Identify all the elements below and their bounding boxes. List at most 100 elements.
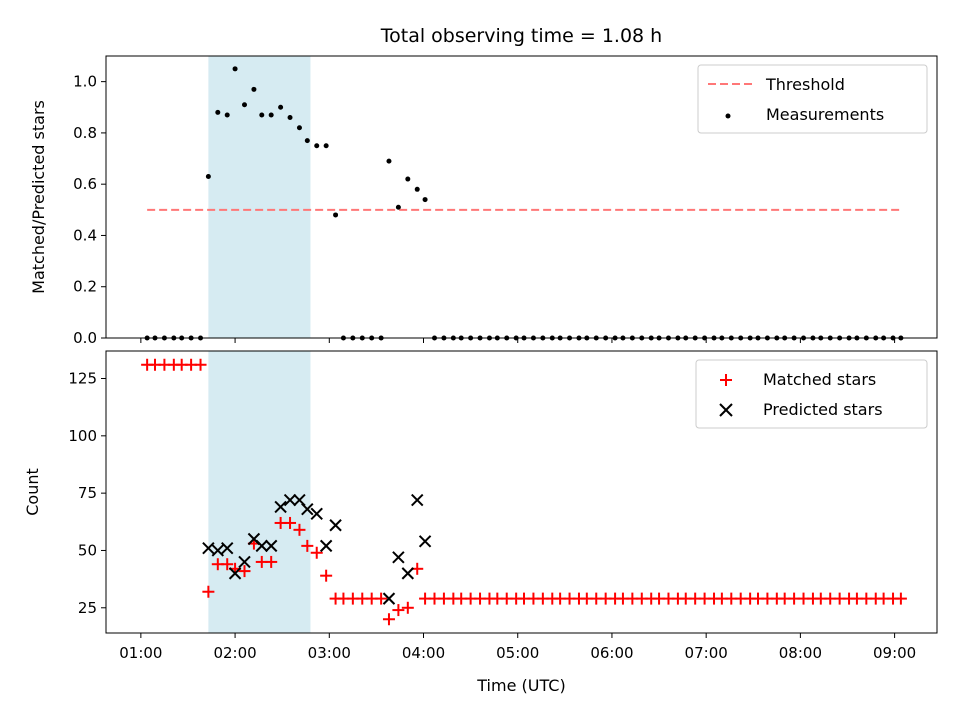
predicted-star-marker [301,502,314,516]
predicted-star-marker [221,541,234,555]
predicted-star-marker [392,551,405,564]
matched-star-marker [293,523,306,536]
top-x-ticks [140,338,896,343]
measurement-point [296,125,302,131]
top-y-tick-label: 1.0 [73,73,97,91]
predicted-star-marker [255,539,268,553]
bottom-y-tick-label: 100 [68,427,97,445]
predicted-star-marker [401,567,415,580]
measurement-points [144,66,904,341]
top-y-tick-label: 0.0 [73,329,97,347]
matched-star-marker [238,565,251,578]
predicted-star-marker [238,555,251,569]
predicted-star-marker [202,541,215,555]
bottom-x-tick-label: 02:00 [213,644,256,662]
measurement-point [287,115,293,121]
matched-star-marker [194,358,207,371]
matched-star-marker [894,592,907,605]
measurement-point [215,109,221,115]
matched-star-marker [320,569,333,582]
legend-matched-swatch [720,374,732,386]
bottom-legend: Matched stars Predicted stars [695,359,928,429]
bottom-x-tick-label: 06:00 [590,644,633,662]
matched-star-marker [401,601,414,614]
matched-star-marker [310,546,323,559]
bottom-x-tick-label: 05:00 [496,644,539,662]
predicted-star-marker [264,539,278,553]
bottom-x-tick-label: 03:00 [308,644,351,662]
top-y-axis-label: Matched/Predicted stars [29,100,48,294]
bottom-x-ticks: 01:00 02:00 03:00 04:00 05:00 06:00 07:00 08:00… [119,633,916,662]
matched-star-marker [392,604,405,617]
measurement-point [205,173,211,179]
matched-star-marker [265,555,278,568]
legend-measurement-swatch [725,113,731,119]
matched-star-marker [301,539,314,552]
top-y-ticks: 0.0 0.2 0.4 0.6 0.8 1.0 [73,73,106,347]
chart-title: Total observing time = 1.08 h [380,25,662,47]
legend-predicted-label: Predicted stars [763,400,883,419]
measurement-point [414,186,420,192]
predicted-star-marker [329,519,342,532]
top-y-tick-label: 0.8 [73,124,97,142]
matched-star-marker [284,516,297,529]
matched-star-marker [375,592,388,605]
top-shaded-interval [208,56,311,338]
bottom-x-tick-label: 07:00 [685,644,728,662]
bottom-panel: 25 50 75 100 125 01:00 02:00 03:00 04:00 05:00 06… [23,350,938,695]
matched-star-marker [221,558,234,571]
top-axes-frame [105,55,938,339]
bottom-y-axis-label: Count [23,468,42,516]
bottom-y-tick-label: 75 [78,484,97,502]
measurement-point [395,204,401,210]
bottom-y-ticks: 25 50 75 100 125 [68,370,106,617]
legend-threshold-label: Threshold [765,75,845,94]
bottom-shaded-interval [208,351,311,633]
matched-stars-points [141,358,907,626]
measurement-point [422,197,428,203]
bottom-y-tick-label: 50 [78,541,97,559]
predicted-star-marker [283,493,297,507]
matched-star-marker [202,585,215,598]
measurement-point [304,138,310,144]
bottom-x-tick-label: 04:00 [402,644,445,662]
legend-matched-label: Matched stars [763,370,876,389]
bottom-y-tick-label: 25 [78,599,97,617]
bottom-x-tick-label: 08:00 [779,644,822,662]
predicted-star-marker [211,544,225,557]
measurement-point [232,66,238,72]
measurement-point [242,102,247,108]
top-legend-box [697,64,928,134]
predicted-star-marker [418,535,432,548]
top-y-tick-label: 0.2 [73,278,97,296]
predicted-star-marker [274,500,287,514]
measurement-point [314,143,320,149]
bottom-axes-frame [105,350,938,634]
measurement-point [333,212,339,218]
bottom-legend-box [695,359,928,429]
legend-measurements-label: Measurements [766,105,884,124]
legend-predicted-swatch [719,403,733,417]
measurement-point [405,176,411,182]
predicted-stars-points [202,493,432,605]
top-y-tick-label: 0.6 [73,175,97,193]
bottom-x-tick-label: 01:00 [119,644,162,662]
measurement-point [251,86,257,92]
bottom-x-axis-label: Time (UTC) [476,676,565,695]
measurement-point [278,104,284,110]
bottom-x-tick-label: 09:00 [873,644,916,662]
top-legend: Threshold Measurements [697,64,928,134]
top-y-tick-label: 0.4 [73,226,97,244]
predicted-star-marker [228,567,242,580]
measurement-point [268,112,274,118]
measurement-point [259,112,265,118]
predicted-star-marker [411,493,424,507]
top-panel: 0.0 0.2 0.4 0.6 0.8 1.0 Total observing time … [29,25,938,347]
matched-star-marker [382,613,395,626]
predicted-star-marker [319,539,333,553]
measurement-point [386,158,392,164]
measurement-point [224,112,230,118]
predicted-star-marker [382,592,396,605]
bottom-y-tick-label: 125 [68,370,97,388]
